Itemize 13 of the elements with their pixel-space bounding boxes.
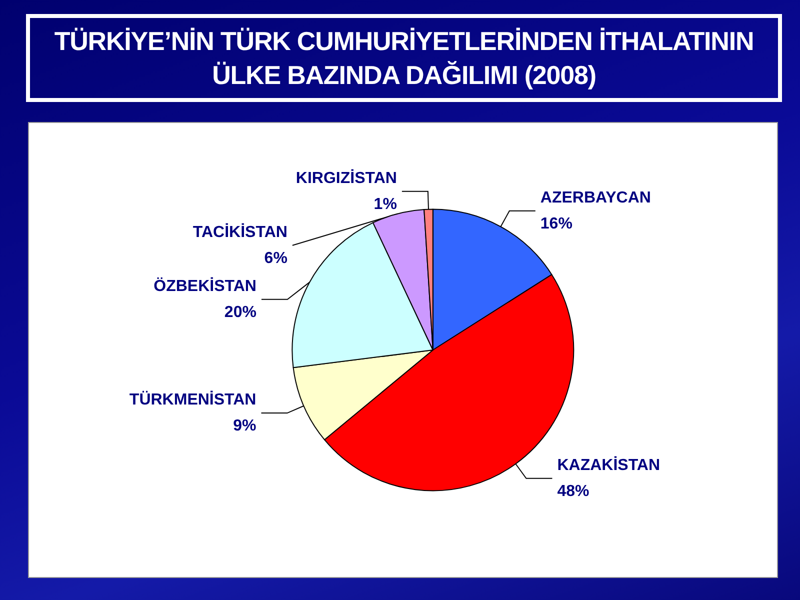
data-label: 6% <box>264 250 288 267</box>
slice-label: ÖZBEKİSTAN <box>154 276 256 295</box>
data-label: 20% <box>224 304 256 321</box>
chart-title: TÜRKİYE’NİN TÜRK CUMHURİYETLERİNDEN İTHALATININ ÜLKE BAZINDA DAĞILIMI (2008) <box>54 25 754 92</box>
slice-label: KIRGIZİSTAN <box>296 168 397 187</box>
slice-label: TÜRKMENİSTAN <box>129 390 256 409</box>
slice-label: TACİKİSTAN <box>192 222 288 241</box>
slice-label: AZERBAYCAN <box>540 189 651 206</box>
data-label: 1% <box>374 196 397 213</box>
data-label: 48% <box>557 482 590 500</box>
data-label: 9% <box>233 418 256 435</box>
data-label: 16% <box>540 215 572 232</box>
slice-label: KAZAKİSTAN <box>557 456 660 474</box>
